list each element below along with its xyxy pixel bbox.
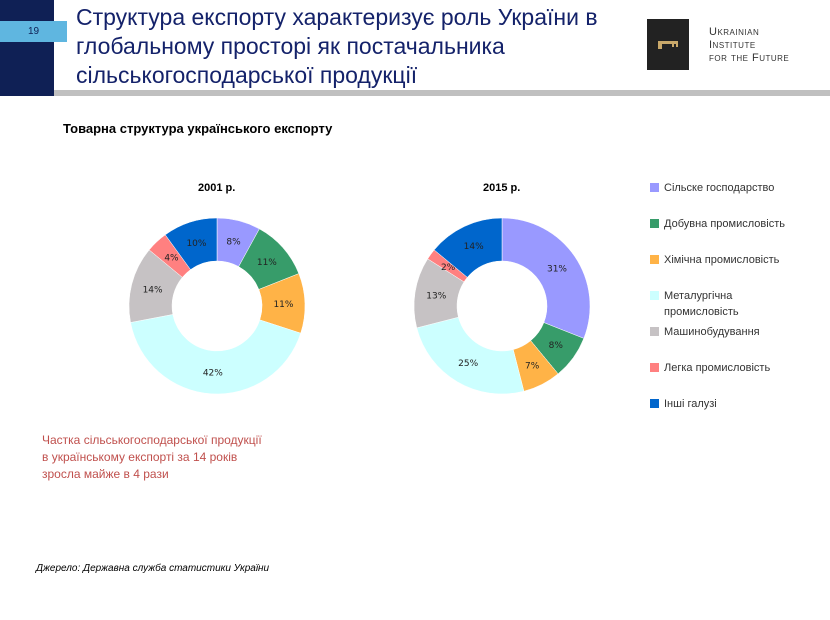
note-line: Частка сільськогосподарської продукції [42, 433, 262, 447]
legend-label: Сільске господарство [664, 182, 775, 194]
legend-label: Хімічна промисловість [664, 254, 780, 266]
legend-label: Машинобудування [664, 326, 760, 338]
data-label: 13% [426, 292, 446, 302]
donut-slice [501, 217, 591, 339]
data-label: 8% [549, 341, 564, 351]
legend-swatch [650, 363, 659, 372]
data-label: 4% [164, 254, 179, 264]
legend-swatch [650, 255, 659, 264]
legend-swatch [650, 327, 659, 336]
legend-label: Інші галузі [664, 398, 717, 410]
donut-slice [433, 217, 503, 278]
data-label: 2% [441, 263, 456, 273]
data-label: 11% [257, 258, 277, 268]
data-label: 10% [186, 239, 206, 249]
header-accent-bar [0, 0, 54, 96]
logo-line: Ukrainian [709, 26, 760, 38]
data-label: 14% [143, 285, 163, 295]
data-label: 7% [525, 361, 540, 371]
chart-title-2001: 2001 р. [198, 182, 236, 194]
legend-swatch [650, 219, 659, 228]
legend-swatch [650, 399, 659, 408]
source-text: Джерело: Державна служба статистики Укра… [36, 563, 270, 574]
data-label: 31% [547, 265, 567, 275]
logo-line: for the Future [709, 52, 790, 64]
data-label: 14% [464, 242, 484, 252]
data-label: 11% [273, 300, 293, 310]
legend-label: Добувна промисловість [664, 218, 785, 230]
slide-title: Структура експорту характеризує роль Укр… [76, 4, 598, 88]
legend-label: Металургічна промисловість [664, 290, 739, 318]
logo [647, 19, 689, 70]
chart-subtitle: Товарна структура українського експорту [63, 121, 333, 136]
logo-line: Institute [709, 39, 756, 51]
donut-slice [416, 316, 525, 395]
note-line: зросла майже в 4 рази [42, 467, 169, 481]
chart-title-2015: 2015 р. [483, 182, 521, 194]
legend-swatch [650, 183, 659, 192]
legend-label: Легка промисловість [664, 362, 771, 374]
data-label: 25% [458, 359, 478, 369]
donut-slice [130, 314, 302, 395]
data-label: 8% [226, 238, 241, 248]
key-icon [658, 41, 678, 49]
data-label: 42% [203, 368, 223, 378]
legend-swatch [650, 291, 659, 300]
slide-number: 19 [0, 21, 67, 42]
header-divider [54, 90, 830, 96]
donut-slice [164, 217, 218, 270]
note-line: в українському експорті за 14 років [42, 450, 238, 464]
note-text: Частка сільськогосподарської продукції в… [42, 432, 262, 483]
logo-text: Ukrainian Institute for the Future [709, 26, 789, 65]
